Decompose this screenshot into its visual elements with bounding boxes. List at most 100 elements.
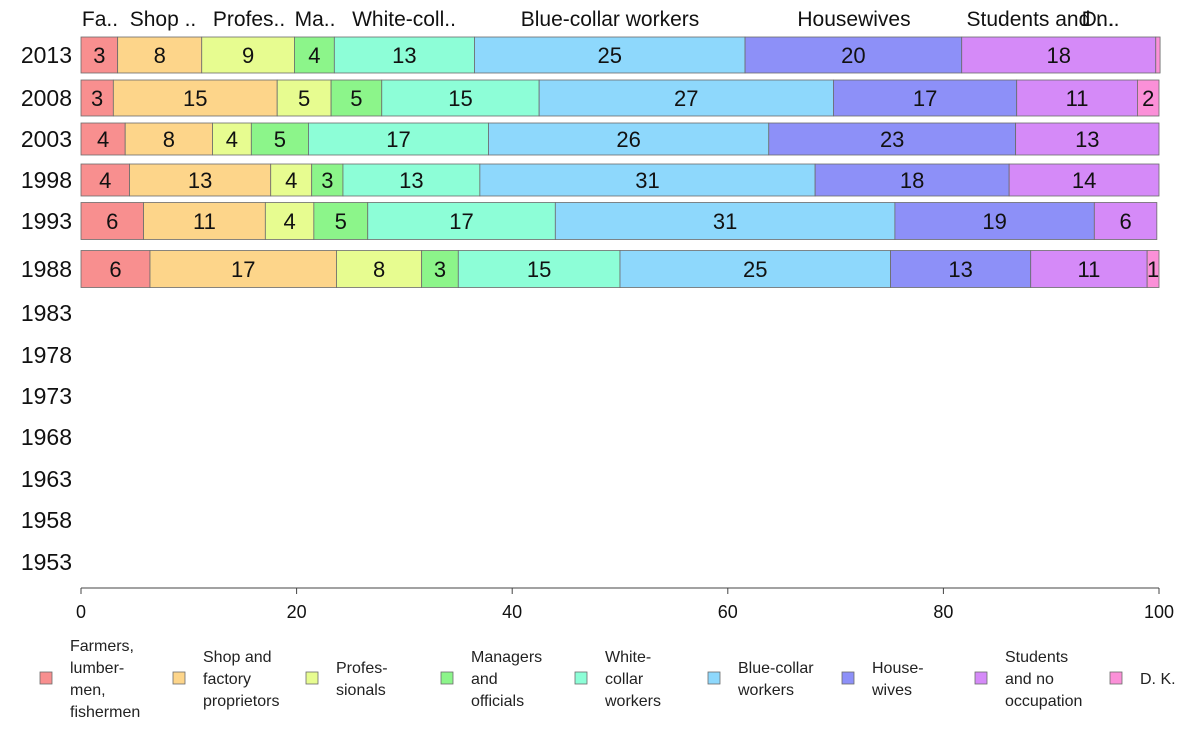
data-label-1988-series-2: 8 (373, 257, 385, 282)
bar-1993-series-4 (367, 202, 556, 240)
x-tick-label-60: 60 (718, 602, 738, 622)
data-label-2003-series-6: 23 (880, 127, 904, 152)
legend-label-4-line-0: White- (605, 649, 651, 666)
bar-1998-series-1 (129, 163, 272, 197)
bar-2008-series-1 (112, 79, 278, 117)
data-label-2003-series-5: 26 (616, 127, 640, 152)
data-label-1998-series-6: 18 (900, 168, 924, 193)
top-segment-label-5: Blue-collar workers (521, 8, 700, 31)
bar-1988-series-6 (890, 250, 1032, 288)
x-tick-label-40: 40 (502, 602, 522, 622)
legend-swatch-3 (440, 671, 454, 685)
data-label-1988-series-8: 1 (1147, 257, 1159, 282)
year-label-1963: 1963 (21, 466, 72, 492)
x-tick-label-0: 0 (76, 602, 86, 622)
legend-swatch-5 (707, 671, 721, 685)
bar-1998-series-4 (342, 163, 481, 197)
legend-swatch-1 (172, 671, 186, 685)
data-label-1993-series-1: 11 (193, 209, 216, 234)
data-label-1998-series-5: 31 (635, 168, 659, 193)
bar-2003-series-0 (80, 122, 126, 156)
bar-2008-series-6 (833, 79, 1018, 117)
data-label-1988-series-0: 6 (109, 257, 121, 282)
data-label-2008-series-8: 2 (1142, 86, 1154, 111)
x-tick-label-80: 80 (933, 602, 953, 622)
data-label-2008-series-5: 27 (674, 86, 698, 111)
legend-label-3-line-0: Managers (471, 649, 542, 666)
legend-label-3-line-2: officials (471, 693, 524, 710)
data-label-2003-series-2: 4 (226, 127, 238, 152)
data-label-1988-series-1: 17 (231, 257, 255, 282)
bar-2013-series-4 (333, 36, 475, 74)
bar-2013-series-1 (117, 36, 203, 74)
legend-label-8-line-0: D. K. (1140, 671, 1176, 688)
data-label-2013-series-6: 20 (841, 43, 865, 68)
data-label-2003-series-4: 17 (386, 127, 410, 152)
data-label-2003-series-0: 4 (97, 127, 109, 152)
data-label-2003-series-7: 13 (1075, 127, 1099, 152)
bar-2013-series-7 (961, 36, 1157, 74)
bar-1998-series-7 (1008, 163, 1160, 197)
year-label-1968: 1968 (21, 424, 72, 450)
legend-swatch-7 (974, 671, 988, 685)
data-label-1988-series-3: 3 (434, 257, 446, 282)
year-label-1953: 1953 (21, 549, 72, 575)
bar-1993-series-2 (264, 202, 315, 240)
bar-1998-series-3 (311, 163, 344, 197)
legend-label-4-line-1: collar (605, 671, 644, 688)
bar-1988-series-4 (457, 250, 621, 288)
top-segment-label-8: D... (1082, 8, 1115, 31)
bar-1993-series-1 (143, 202, 266, 240)
data-label-1993-series-2: 4 (283, 209, 295, 234)
legend-swatch-2 (305, 671, 319, 685)
data-label-1993-series-4: 17 (449, 209, 473, 234)
bar-1993-series-7 (1093, 202, 1158, 240)
data-label-1998-series-0: 4 (99, 168, 111, 193)
data-label-2008-series-6: 17 (913, 86, 937, 111)
bar-1988-series-5 (619, 250, 891, 288)
data-label-2003-series-3: 5 (274, 127, 286, 152)
top-segment-label-1: Shop .. (130, 8, 197, 31)
legend-label-0-line-3: fishermen (70, 704, 140, 721)
bar-1988-series-8 (1146, 250, 1160, 288)
legend-label-5-line-0: Blue-collar (738, 660, 814, 677)
legend-label-0-line-0: Farmers, (70, 638, 134, 655)
data-label-2008-series-0: 3 (91, 86, 103, 111)
bar-2008-series-4 (381, 79, 540, 117)
bar-2013-series-8 (1155, 36, 1161, 74)
bar-1993-series-0 (80, 202, 144, 240)
bar-1988-series-3 (421, 250, 459, 288)
bar-2003-series-5 (488, 122, 770, 156)
legend-label-3-line-1: and (471, 671, 498, 688)
legend-label-7-line-2: occupation (1005, 693, 1082, 710)
data-label-1988-series-5: 25 (743, 257, 767, 282)
bar-2003-series-2 (212, 122, 252, 156)
data-label-1993-series-7: 6 (1119, 209, 1131, 234)
legend-label-7-line-1: and no (1005, 671, 1054, 688)
data-label-2003-series-1: 8 (163, 127, 175, 152)
year-label-1998: 1998 (21, 167, 72, 193)
bar-2008-series-0 (80, 79, 114, 117)
x-tick-label-20: 20 (287, 602, 307, 622)
data-label-1993-series-5: 31 (713, 209, 737, 234)
bar-2008-series-5 (538, 79, 834, 117)
data-label-2008-series-4: 15 (448, 86, 472, 111)
data-label-2013-series-0: 3 (93, 43, 105, 68)
bar-2008-series-2 (276, 79, 332, 117)
bar-1998-series-0 (80, 163, 130, 197)
data-label-1998-series-1: 13 (188, 168, 212, 193)
data-label-1993-series-6: 19 (982, 209, 1006, 234)
bar-2008-series-8 (1137, 79, 1160, 117)
data-label-2013-series-5: 25 (598, 43, 622, 68)
data-label-1988-series-7: 11 (1078, 257, 1101, 282)
data-label-2008-series-3: 5 (350, 86, 362, 111)
legend-label-1-line-1: factory (203, 671, 251, 688)
legend-label-5-line-1: workers (737, 682, 794, 699)
data-label-1988-series-4: 15 (527, 257, 551, 282)
year-label-1993: 1993 (21, 208, 72, 234)
legend-label-0-line-2: men, (70, 682, 106, 699)
data-label-2008-series-7: 11 (1066, 86, 1089, 111)
legend-swatch-8 (1109, 671, 1123, 685)
